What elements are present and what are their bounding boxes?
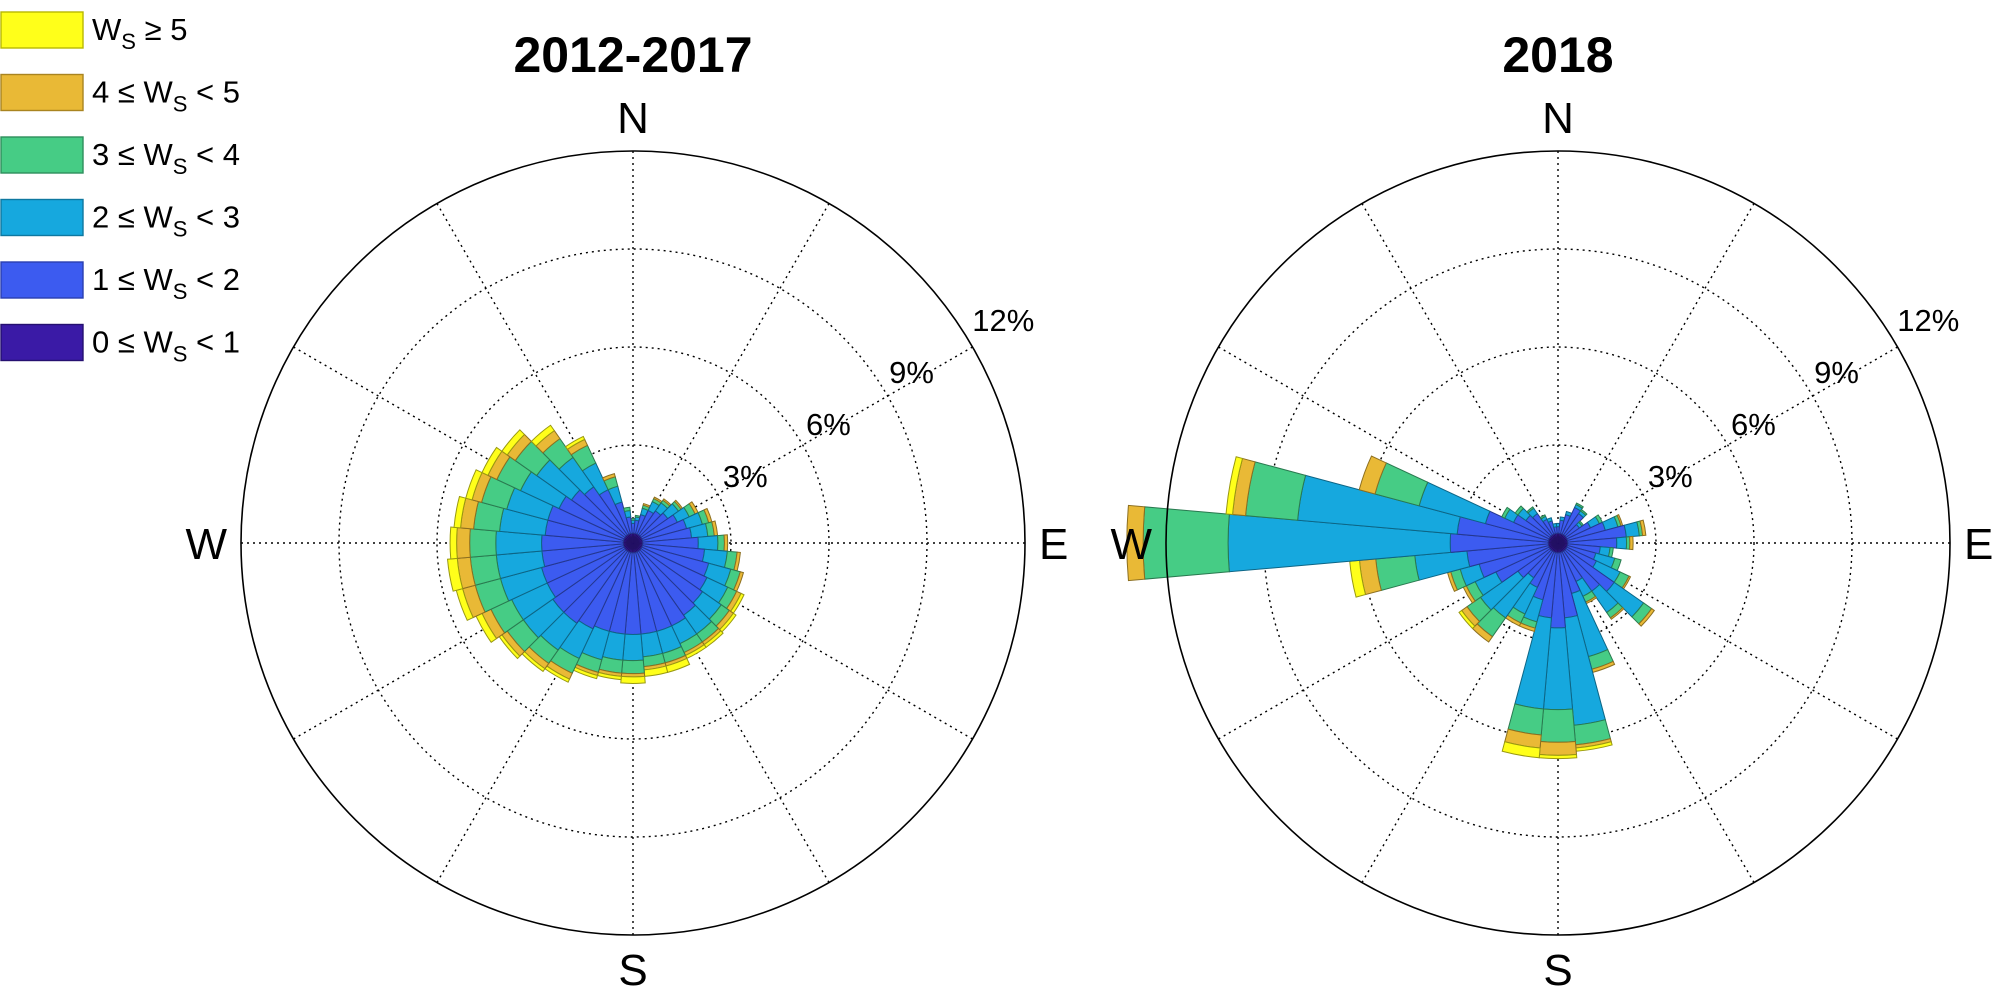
wind-rose-2012-2017: 2012-2017 N S W E 3% 6% 9% 12%	[185, 27, 1068, 995]
chart-title: 2012-2017	[513, 27, 752, 83]
direction-label-w: W	[185, 520, 227, 569]
wedge-segment	[622, 633, 644, 662]
wedge-segment	[1552, 522, 1558, 528]
grid-ring	[436, 346, 830, 740]
legend-label: 3 ≤ WS < 4	[92, 137, 240, 179]
wedge-segment	[1538, 740, 1578, 756]
wedge-segment	[1629, 535, 1634, 551]
wedge-segment	[1501, 741, 1541, 759]
ring-label: 9%	[1814, 355, 1859, 390]
wedge-segment	[623, 506, 631, 513]
wedges	[1126, 455, 1656, 760]
chart-title: 2018	[1502, 27, 1613, 83]
direction-label-e: E	[1039, 520, 1068, 569]
legend-swatch	[0, 198, 84, 237]
direction-label-s: S	[1543, 946, 1572, 995]
legend-label: 0 ≤ WS < 1	[92, 325, 240, 367]
wedge-segment	[465, 469, 483, 501]
ring-label: 3%	[1648, 459, 1693, 494]
wedge-segment	[446, 557, 464, 592]
wedges	[446, 424, 745, 684]
wedge-segment	[1639, 519, 1647, 537]
ring-label: 12%	[1897, 303, 1959, 338]
legend-label: WS ≥ 5	[92, 12, 187, 54]
ring-label: 3%	[723, 459, 768, 494]
legend-label: 4 ≤ WS < 5	[92, 75, 240, 117]
ring-label: 6%	[1731, 407, 1776, 442]
legend-swatch	[0, 73, 84, 112]
wedge-segment	[1225, 456, 1244, 516]
wedge-segment	[1358, 455, 1387, 495]
wedge-segment	[469, 528, 497, 558]
wedge-segment	[1546, 517, 1553, 523]
wedge-segment	[1245, 461, 1307, 521]
wedge-segment	[601, 472, 616, 482]
wedge-segment	[453, 495, 467, 529]
wedge-segment	[501, 429, 526, 456]
legend-swatch	[0, 261, 84, 299]
direction-label-e: E	[1964, 520, 1993, 569]
ring-label: 12%	[972, 303, 1034, 338]
wedge-segment	[1501, 506, 1511, 519]
wedge-segment	[1526, 506, 1535, 514]
ring-label: 9%	[889, 355, 934, 390]
direction-label-n: N	[1542, 94, 1574, 143]
wedge-segment	[630, 517, 636, 521]
legend-swatch	[0, 136, 84, 174]
wedge-segment	[481, 446, 503, 477]
outer-ring	[1165, 150, 1951, 936]
wedge-segment	[449, 526, 458, 560]
wedge-segment	[1142, 506, 1230, 580]
wedge-segment	[1579, 508, 1588, 516]
direction-label-n: N	[617, 94, 649, 143]
wedge-segment	[621, 659, 645, 675]
legend-swatch	[0, 11, 84, 49]
direction-label-w: W	[1110, 520, 1152, 569]
wedge-segment	[1539, 514, 1547, 520]
wedge-segment	[1575, 502, 1584, 509]
wedge-segment	[697, 535, 719, 551]
legend-swatch	[0, 323, 84, 362]
wedge-segment	[1375, 554, 1420, 591]
ring-label: 6%	[806, 407, 851, 442]
direction-label-s: S	[618, 946, 647, 995]
wedge-segment	[530, 424, 556, 447]
wedge-segment	[1638, 607, 1656, 627]
wedge-segment	[723, 534, 729, 552]
wind-rose-2018: 2018 N S W E 3% 6% 9% 12%	[1110, 27, 1993, 995]
wedge-segment	[456, 527, 471, 559]
legend-label: 2 ≤ WS < 3	[92, 200, 240, 242]
outer-ring	[240, 150, 1026, 936]
wedge-segment	[1540, 708, 1576, 743]
wedge-segment	[1538, 753, 1578, 760]
wedge-segment	[620, 675, 646, 684]
wedge-segment	[1609, 606, 1625, 620]
wedge-segment	[717, 534, 725, 552]
legend: WS ≥ 5 4 ≤ WS < 5 3 ≤ WS < 4 2 ≤ WS < 3 1 ≤ …	[0, 11, 240, 367]
wedge-segment	[1616, 536, 1628, 550]
legend-label: 1 ≤ WS < 2	[92, 262, 240, 304]
wedge-segment	[1126, 504, 1146, 582]
wedge-segment	[564, 435, 586, 451]
wedge-segment	[1458, 609, 1476, 630]
wedge-segment	[1514, 505, 1525, 516]
